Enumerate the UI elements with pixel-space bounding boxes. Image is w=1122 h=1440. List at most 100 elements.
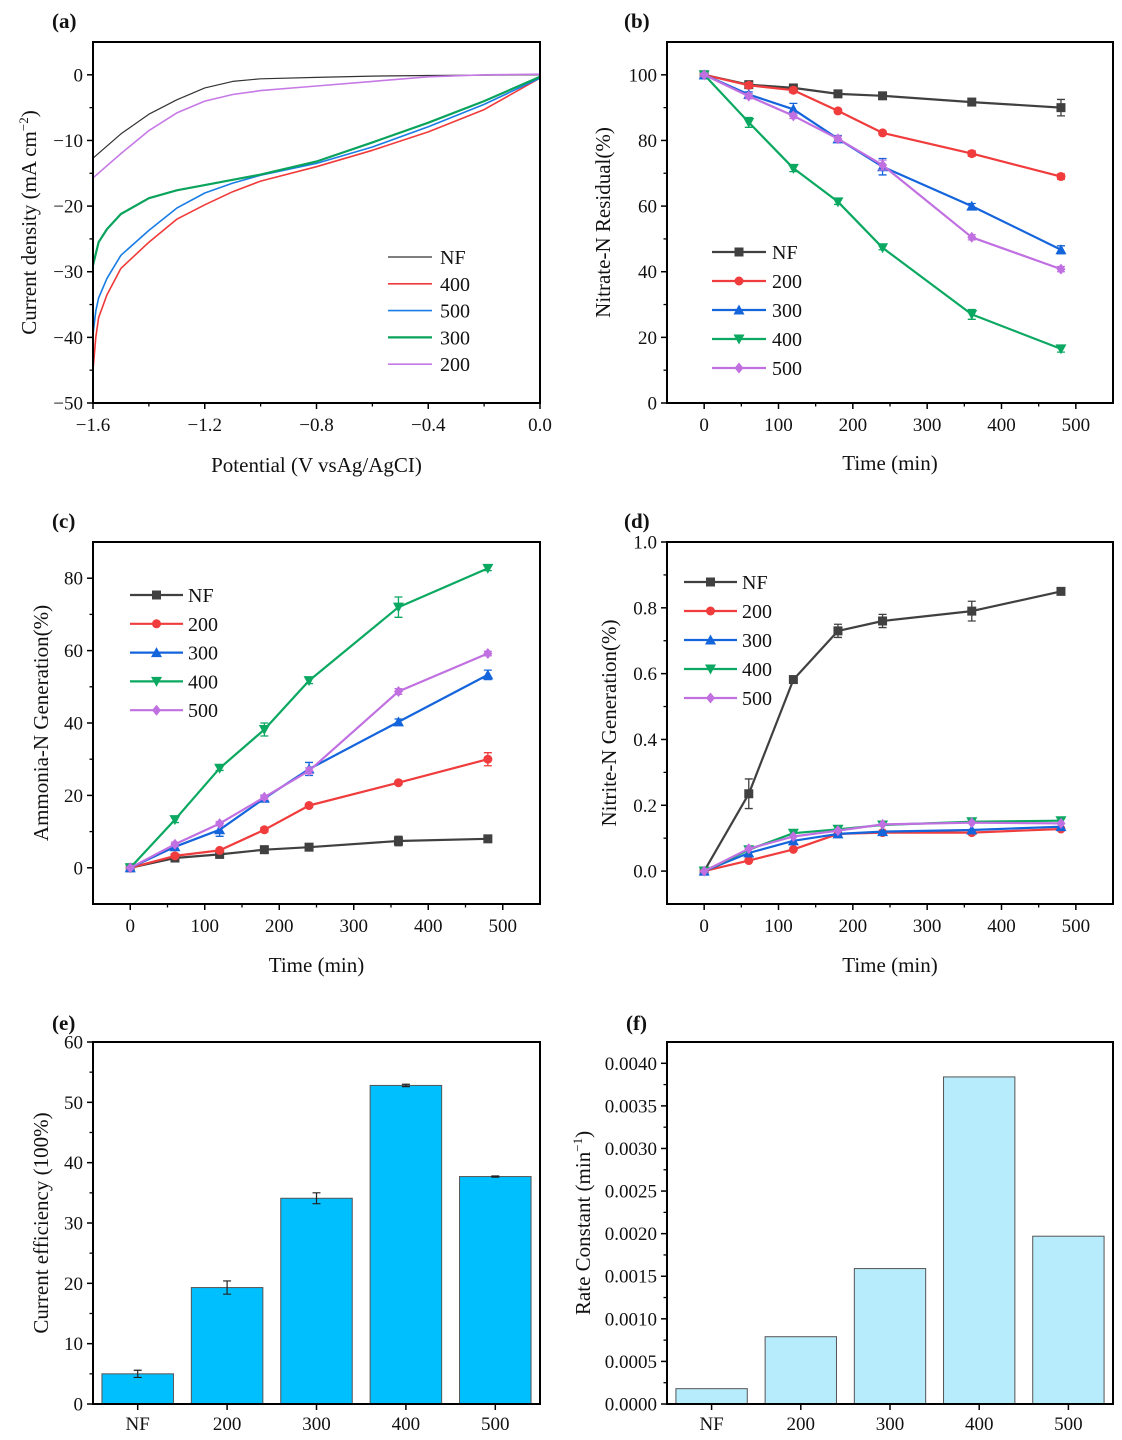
y-tick-label: 0.4 — [633, 730, 657, 751]
series-line-500 — [93, 77, 540, 335]
y-tick-label: 20 — [64, 1274, 83, 1295]
x-tick-label: 100 — [764, 415, 793, 436]
data-point-NF — [788, 675, 798, 685]
x-tick-label: 400 — [965, 1414, 994, 1435]
data-point-500 — [744, 90, 754, 102]
y-tick-label: −30 — [53, 262, 83, 283]
data-point-200 — [833, 106, 843, 116]
y-axis-label: Current density (mA cm−2) — [16, 110, 41, 334]
series-line-300 — [93, 75, 540, 266]
legend-marker — [734, 247, 744, 257]
x-tick-label: NF — [699, 1414, 723, 1435]
data-point-NF — [833, 89, 843, 99]
plot-frame — [92, 541, 541, 905]
x-tick-label: 400 — [987, 415, 1016, 436]
x-tick-label: 300 — [913, 916, 942, 937]
data-point-500 — [878, 818, 888, 830]
y-axis-label: Current efficiency (100%) — [29, 1112, 53, 1333]
data-point-500 — [125, 862, 135, 874]
bar-200 — [764, 1336, 837, 1405]
x-tick-label: 500 — [1062, 916, 1091, 937]
x-axis-label: Potential (V vsAg/AgCI) — [211, 453, 422, 477]
data-point-400 — [743, 117, 755, 128]
data-point-500 — [215, 818, 225, 830]
legend-item-200: 200 — [712, 271, 802, 293]
x-tick-label: 500 — [481, 1414, 510, 1435]
data-point-NF — [304, 842, 314, 852]
y-tick-label: 50 — [64, 1093, 83, 1114]
data-point-400 — [787, 163, 799, 174]
x-tick-label: 100 — [764, 916, 793, 937]
bar-400 — [943, 1076, 1016, 1405]
x-tick-label: −1.2 — [188, 415, 222, 436]
error-bar — [312, 1192, 321, 1205]
y-tick-label: 0.0000 — [605, 1395, 657, 1416]
x-tick-label: 200 — [839, 916, 868, 937]
bar-500 — [1032, 1235, 1105, 1405]
legend-marker — [152, 704, 161, 716]
legend-marker — [706, 606, 715, 616]
y-tick-label: 80 — [638, 131, 657, 152]
x-tick-label: 0 — [699, 415, 709, 436]
y-tick-label: 1.0 — [633, 533, 657, 554]
legend-item-200: 200 — [684, 601, 772, 623]
y-tick-label: 0.0015 — [605, 1267, 657, 1288]
legend-label: 300 — [742, 630, 772, 652]
legend-label: 500 — [772, 358, 802, 380]
y-axis-label: Nitrate-N Residual(%) — [591, 127, 615, 318]
y-tick-label: 0.0030 — [605, 1139, 657, 1160]
plot-area — [124, 563, 494, 874]
data-point-200 — [744, 856, 754, 866]
data-point-500 — [699, 865, 709, 877]
y-axis-label-superscript: −1 — [570, 1138, 585, 1152]
y-tick-label: 40 — [64, 1153, 83, 1174]
y-tick-label: 0.2 — [633, 796, 657, 817]
data-point-400 — [1055, 344, 1067, 355]
data-point-400 — [832, 197, 844, 208]
y-tick-label: 60 — [638, 197, 657, 218]
panel-label: (c) — [52, 509, 75, 533]
panel-label: (b) — [624, 9, 650, 33]
y-tick-label: 0.6 — [633, 664, 657, 685]
y-tick-label: 60 — [64, 1033, 83, 1054]
y-tick-label: 0 — [648, 394, 658, 415]
x-axis-label: Time (min) — [842, 953, 937, 977]
panel-f: (f) NF 200 300 400 500 0.0000 0.0005 0.0010 0.001… — [570, 1011, 1114, 1435]
data-point-500 — [967, 817, 977, 829]
data-point-300 — [482, 669, 494, 680]
data-point-500 — [483, 647, 493, 659]
legend-item-400: 400 — [388, 274, 470, 296]
legend-item-200: 200 — [388, 354, 470, 376]
data-point-500 — [833, 133, 843, 145]
data-point-300 — [966, 824, 978, 835]
y-tick-label: 0.0035 — [605, 1096, 657, 1117]
legend-label: 300 — [772, 300, 802, 322]
plot-frame — [666, 1041, 1114, 1405]
x-tick-label: 300 — [340, 916, 369, 937]
legend-item-NF: NF — [712, 242, 798, 264]
legend-item-200: 200 — [130, 614, 218, 636]
legend-marker — [734, 276, 744, 286]
y-tick-label: 20 — [638, 328, 657, 349]
plot-frame — [92, 41, 541, 404]
data-point-200 — [744, 80, 754, 90]
y-tick-label: 80 — [64, 569, 83, 590]
x-tick-label: 100 — [191, 916, 220, 937]
y-tick-label: 0.0 — [633, 862, 657, 883]
bar-NF — [101, 1373, 174, 1405]
data-point-200 — [393, 778, 403, 788]
legend-item-500: 500 — [684, 688, 772, 710]
legend-label: NF — [742, 572, 768, 594]
x-tick-label: 200 — [839, 415, 868, 436]
legend-item-500: 500 — [130, 700, 218, 722]
y-tick-label: 0.0040 — [605, 1054, 657, 1075]
y-tick-label: 40 — [638, 262, 657, 283]
legend-label: 300 — [440, 327, 470, 349]
plot-area — [93, 73, 540, 371]
y-axis-label-text: Nitrite-N Generation(%) — [597, 619, 621, 826]
legend-item-300: 300 — [388, 327, 470, 349]
legend-item-400: 400 — [684, 659, 772, 681]
data-point-300 — [1055, 244, 1067, 255]
data-point-200 — [170, 851, 180, 861]
